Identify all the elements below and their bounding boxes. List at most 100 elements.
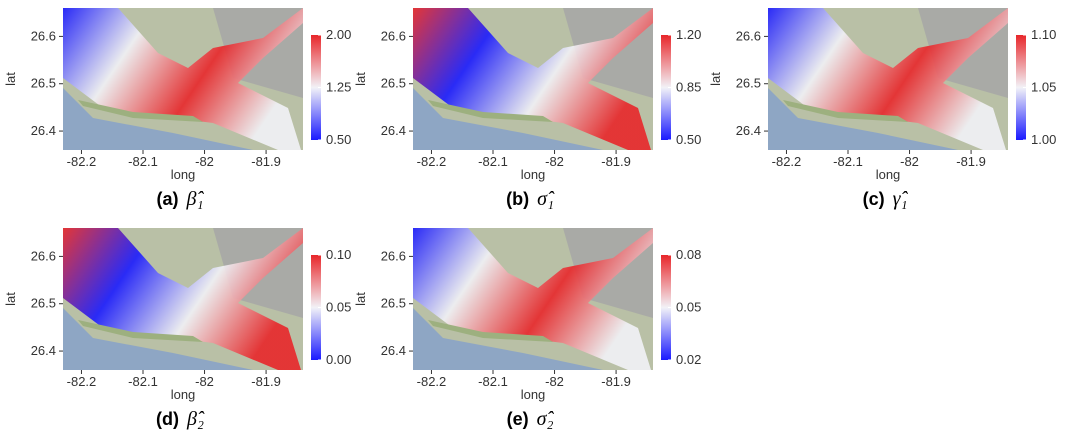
caption: (c) γ̂₁: [863, 188, 909, 210]
y-tick-label: 26.5: [381, 296, 406, 311]
y-tick-label: 26.6: [381, 248, 406, 263]
colorbar-tick-label: 2.00: [326, 27, 351, 42]
island: [78, 320, 203, 342]
map-area: [413, 228, 653, 370]
y-tick-label: 26.5: [31, 296, 56, 311]
gulf-water: [63, 308, 253, 370]
y-tick-label: 26.5: [381, 76, 406, 91]
island: [428, 320, 553, 342]
panel: -82.2 -82.1 -82 -81.9 26.4 26.5 26.6 long lat 0.0…: [3, 228, 351, 430]
x-tick-label: -81.9: [956, 154, 986, 169]
y-tick-label: 26.4: [31, 343, 56, 358]
x-tick-label: -82.2: [67, 374, 97, 389]
x-axis-label: long: [171, 387, 196, 402]
x-tick-label: -81.9: [601, 154, 631, 169]
gulf-water: [63, 88, 253, 150]
y-tick-label: 26.6: [31, 248, 56, 263]
colorbar-tick-label: 0.10: [326, 247, 351, 262]
x-tick-label: -82: [545, 374, 564, 389]
y-axis-label: lat: [353, 72, 368, 86]
colorbar-tick-label: 0.05: [326, 300, 351, 315]
caption-label: (e): [507, 409, 529, 429]
x-tick-label: -82: [900, 154, 919, 169]
estuary-field: [413, 8, 653, 150]
estuary-field: [63, 8, 303, 150]
caption-symbol: γ̂₁: [893, 188, 909, 210]
y-tick-label: 26.6: [381, 28, 406, 43]
colorbar: [1016, 35, 1026, 140]
caption-label: (c): [863, 189, 885, 209]
caption-label: (b): [506, 189, 529, 209]
x-tick-label: -81.9: [601, 374, 631, 389]
y-axis-label: lat: [708, 72, 723, 86]
map-area: [63, 8, 303, 150]
panel: -82.2 -82.1 -82 -81.9 26.4 26.5 26.6 long lat 0.5…: [353, 8, 701, 210]
y-tick-label: 26.6: [31, 28, 56, 43]
y-axis-label: lat: [3, 72, 18, 86]
caption-symbol: σ̂₁: [537, 188, 555, 210]
caption: (d) β̂₂: [156, 408, 205, 430]
y-axis-label: lat: [353, 292, 368, 306]
island: [78, 100, 203, 122]
caption-label: (a): [157, 189, 179, 209]
x-axis-label: long: [171, 167, 196, 182]
x-axis-label: long: [521, 387, 546, 402]
map-area: [413, 8, 653, 150]
gulf-water: [413, 88, 603, 150]
colorbar-tick-label: 0.85: [676, 80, 701, 95]
caption-symbol: σ̂₂: [537, 408, 555, 430]
colorbar: [661, 255, 671, 360]
y-tick-label: 26.4: [381, 123, 406, 138]
gulf-water: [413, 308, 603, 370]
colorbar: [311, 35, 321, 140]
colorbar-tick-label: 1.00: [1031, 132, 1056, 147]
y-tick-label: 26.4: [736, 123, 761, 138]
x-tick-label: -82.1: [833, 154, 863, 169]
estuary-field: [63, 228, 303, 370]
caption-symbol: β̂₂: [186, 408, 205, 430]
x-tick-label: -82.2: [417, 374, 447, 389]
x-tick-label: -82: [195, 374, 214, 389]
y-tick-label: 26.5: [31, 76, 56, 91]
caption: (a) β̂₁: [157, 188, 205, 210]
island: [783, 100, 908, 122]
colorbar-tick-label: 0.50: [326, 132, 351, 147]
estuary-field: [768, 8, 1008, 150]
island: [428, 100, 553, 122]
panel: -82.2 -82.1 -82 -81.9 26.4 26.5 26.6 long lat 0.0…: [353, 228, 701, 430]
colorbar-tick-label: 1.05: [1031, 80, 1056, 95]
x-tick-label: -82.1: [478, 374, 508, 389]
colorbar: [661, 35, 671, 140]
colorbar-tick-label: 0.05: [676, 300, 701, 315]
colorbar-tick-label: 1.20: [676, 27, 701, 42]
map-area: [63, 228, 303, 370]
colorbar-tick-label: 0.00: [326, 352, 351, 367]
y-tick-label: 26.4: [381, 343, 406, 358]
x-tick-label: -82.1: [478, 154, 508, 169]
y-tick-label: 26.4: [31, 123, 56, 138]
caption-label: (d): [156, 409, 179, 429]
x-tick-label: -82: [195, 154, 214, 169]
x-tick-label: -82: [545, 154, 564, 169]
x-axis-label: long: [876, 167, 901, 182]
colorbar-tick-label: 0.02: [676, 352, 701, 367]
panel: -82.2 -82.1 -82 -81.9 26.4 26.5 26.6 long lat 1.0…: [708, 8, 1056, 210]
panel: -82.2 -82.1 -82 -81.9 26.4 26.5 26.6 long lat 0.5…: [3, 8, 351, 210]
colorbar-tick-label: 0.50: [676, 132, 701, 147]
caption: (e) σ̂₂: [507, 408, 555, 430]
y-axis-label: lat: [3, 292, 18, 306]
x-tick-label: -82.1: [128, 154, 158, 169]
caption: (b) σ̂₁: [506, 188, 555, 210]
x-tick-label: -82.2: [772, 154, 802, 169]
x-tick-label: -82.1: [128, 374, 158, 389]
colorbar-tick-label: 0.08: [676, 247, 701, 262]
colorbar-tick-label: 1.10: [1031, 27, 1056, 42]
x-tick-label: -82.2: [417, 154, 447, 169]
map-area: [768, 8, 1008, 150]
y-tick-label: 26.5: [736, 76, 761, 91]
x-tick-label: -81.9: [251, 374, 281, 389]
gulf-water: [768, 88, 958, 150]
colorbar-tick-label: 1.25: [326, 80, 351, 95]
x-tick-label: -82.2: [67, 154, 97, 169]
